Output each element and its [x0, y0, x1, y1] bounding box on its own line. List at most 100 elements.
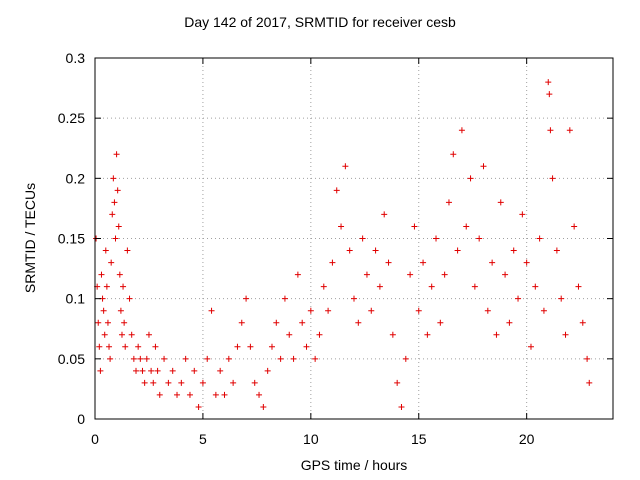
data-point: [571, 223, 578, 230]
data-point: [433, 235, 440, 242]
data-point: [389, 331, 396, 338]
data-point: [575, 283, 582, 290]
data-point: [281, 295, 288, 302]
y-tick-label: 0.3: [66, 50, 86, 66]
data-point: [156, 391, 163, 398]
data-point: [402, 355, 409, 362]
data-point: [95, 319, 102, 326]
data-point: [120, 283, 127, 290]
data-point: [152, 343, 159, 350]
data-point: [161, 355, 168, 362]
data-point: [251, 379, 258, 386]
data-point: [112, 235, 119, 242]
data-point: [165, 379, 172, 386]
data-point: [359, 235, 366, 242]
data-point: [329, 259, 336, 266]
data-point: [256, 391, 263, 398]
x-axis-label: GPS time / hours: [300, 457, 408, 473]
data-point: [428, 283, 435, 290]
x-tick-label: 0: [91, 431, 99, 447]
data-point: [174, 391, 181, 398]
data-point: [536, 235, 543, 242]
data-point: [489, 259, 496, 266]
data-point: [102, 247, 109, 254]
data-point: [547, 127, 554, 134]
data-point: [107, 355, 114, 362]
data-point: [376, 283, 383, 290]
data-point: [325, 307, 332, 314]
data-point: [320, 283, 327, 290]
axis-ticks: 0 0.05 0.1 0.15 0.2 0.25 0.3 0 5 10 15 20: [58, 50, 613, 447]
data-point: [558, 295, 565, 302]
data-point: [114, 187, 121, 194]
data-point: [385, 259, 392, 266]
data-point: [493, 331, 500, 338]
data-point: [113, 151, 120, 158]
data-point: [411, 223, 418, 230]
data-point: [368, 307, 375, 314]
data-point: [106, 343, 113, 350]
data-point: [116, 271, 123, 278]
data-point: [118, 331, 125, 338]
data-point: [124, 247, 131, 254]
data-point: [316, 331, 323, 338]
data-point: [150, 379, 157, 386]
data-point: [110, 175, 117, 182]
data-point: [562, 331, 569, 338]
data-point: [103, 283, 110, 290]
data-point: [420, 259, 427, 266]
data-point: [437, 319, 444, 326]
data-point: [549, 175, 556, 182]
data-point: [458, 127, 465, 134]
data-point: [98, 271, 105, 278]
data-point: [515, 295, 522, 302]
data-point: [148, 367, 155, 374]
data-point: [303, 343, 310, 350]
data-point: [182, 355, 189, 362]
data-point: [463, 223, 470, 230]
data-point: [130, 355, 137, 362]
data-point: [312, 355, 319, 362]
data-point: [221, 391, 228, 398]
data-point: [424, 331, 431, 338]
data-point: [199, 379, 206, 386]
data-point: [394, 379, 401, 386]
data-point: [122, 343, 129, 350]
y-tick-label: 0.05: [58, 351, 85, 367]
data-point: [540, 307, 547, 314]
data-point: [566, 127, 573, 134]
grid: [95, 58, 613, 419]
data-point: [238, 319, 245, 326]
data-point: [141, 379, 148, 386]
data-point: [273, 319, 280, 326]
data-point: [510, 247, 517, 254]
data-point: [108, 259, 115, 266]
data-point: [307, 307, 314, 314]
data-point: [217, 367, 224, 374]
data-point: [234, 343, 241, 350]
x-tick-label: 5: [199, 431, 207, 447]
data-point: [338, 223, 345, 230]
data-point: [115, 223, 122, 230]
data-point: [137, 355, 144, 362]
y-tick-label: 0.25: [58, 110, 85, 126]
data-point: [480, 163, 487, 170]
data-point: [346, 247, 353, 254]
y-tick-label: 0.15: [58, 231, 85, 247]
data-point: [351, 295, 357, 302]
data-point: [467, 175, 474, 182]
data-point: [143, 355, 150, 362]
data-point: [445, 199, 452, 206]
data-point: [109, 211, 116, 218]
data-point: [100, 307, 107, 314]
data-points: [93, 79, 593, 410]
data-point: [342, 163, 349, 170]
data-point: [139, 367, 146, 374]
data-point: [586, 379, 593, 386]
data-point: [186, 391, 193, 398]
data-point: [584, 355, 591, 362]
data-point: [268, 343, 275, 350]
data-point: [101, 331, 108, 338]
data-point: [579, 319, 586, 326]
